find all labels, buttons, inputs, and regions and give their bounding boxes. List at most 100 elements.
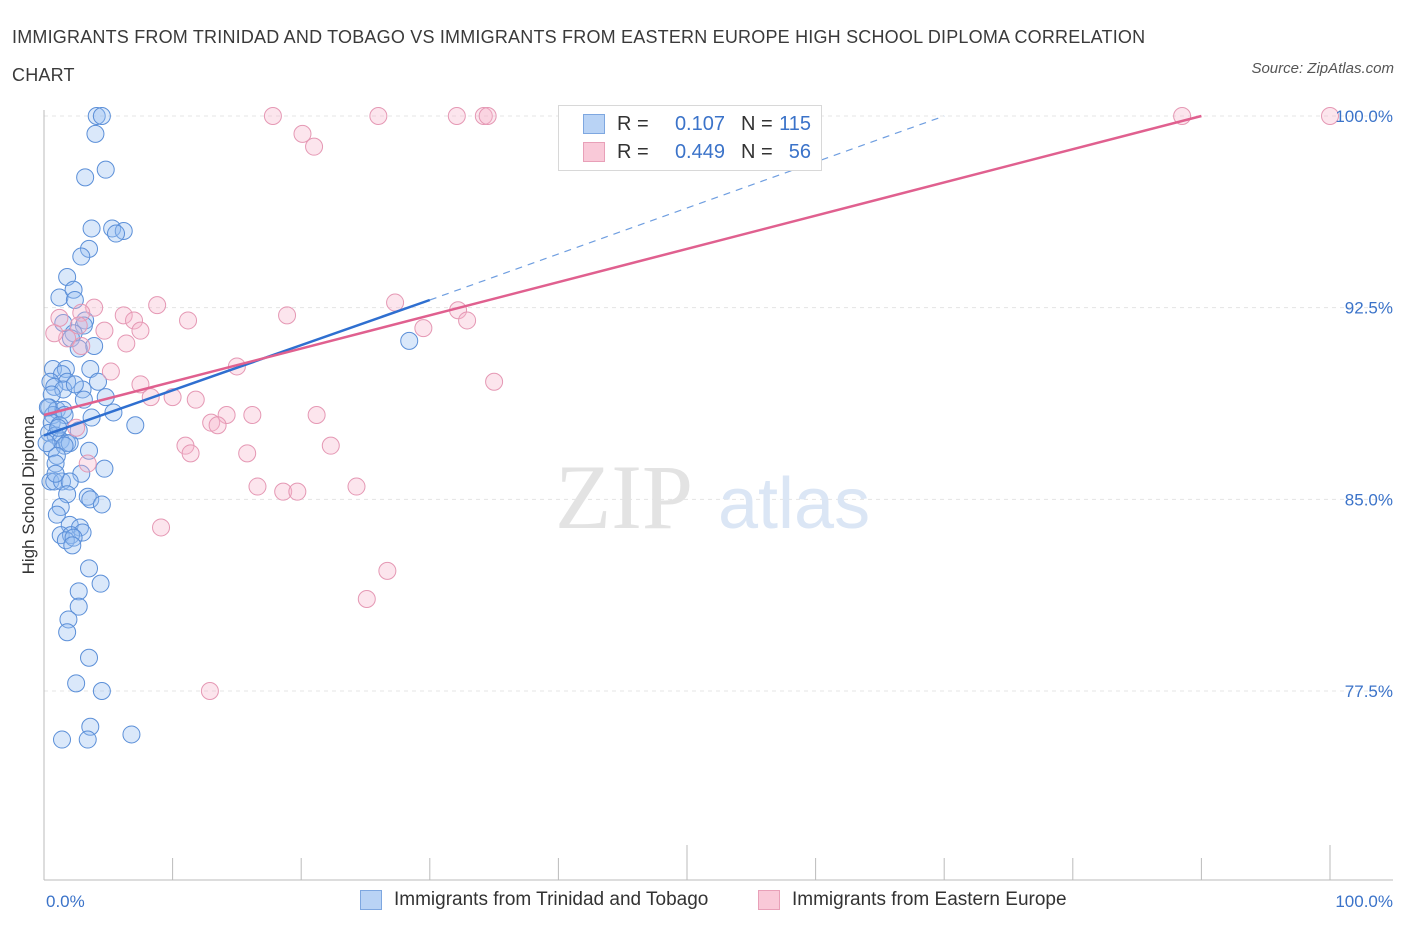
point-eastern-europe [152,518,171,537]
series-eastern-europe-points [45,107,1339,700]
legend-n-label: N = [741,140,773,163]
watermark: ZIP atlas [555,446,870,548]
legend-n-value: 115 [779,112,811,135]
point-eastern-europe [78,454,97,473]
point-trinidad [85,337,104,355]
point-eastern-europe [101,362,120,381]
point-trinidad [69,421,88,440]
point-trinidad [87,107,106,125]
point-trinidad [92,682,111,700]
point-eastern-europe [485,372,504,391]
point-trinidad [46,454,65,473]
point-trinidad [81,490,100,509]
legend-swatch-pink [583,142,605,162]
legend-swatch-blue [583,114,605,134]
point-trinidad [63,536,82,555]
point-trinidad [69,597,88,616]
y-tick-label: 77.5% [1345,682,1393,701]
point-trinidad [80,559,99,578]
point-eastern-europe [307,406,326,424]
series-legend: Immigrants from Trinidad and Tobago Immi… [0,889,1406,917]
point-eastern-europe [274,482,293,501]
point-eastern-europe [217,406,236,424]
legend-r-value: 0.107 [674,112,725,135]
watermark-zip: ZIP [555,446,693,548]
stats-legend: R = 0.107 N = 115 R = 0.449 N = 56 [558,105,822,171]
point-trinidad [82,219,101,238]
point-trinidad [80,441,99,460]
y-tick-label: 100.0% [1335,107,1393,126]
x-tick-label-min: 0.0% [46,892,85,911]
point-eastern-europe [238,444,257,463]
point-eastern-europe [347,477,366,496]
point-eastern-europe [45,324,64,343]
legend-label-trinidad: Immigrants from Trinidad and Tobago [394,889,709,910]
legend-item-eastern-europe: Immigrants from Eastern Europe [758,889,1067,911]
trendline-trinidad-extension [429,115,945,301]
point-eastern-europe [117,334,136,353]
point-trinidad [72,247,91,266]
point-trinidad [92,107,111,125]
legend-r-value: 0.449 [674,140,725,163]
point-trinidad [71,518,90,537]
axes [43,110,1393,881]
point-trinidad [96,160,115,179]
legend-swatch-blue [360,890,382,910]
trendline-trinidad [43,298,431,437]
point-trinidad [122,725,141,744]
point-trinidad [95,459,114,478]
legend-row-trinidad: R = 0.107 N = 115 [583,111,811,137]
point-eastern-europe [131,321,150,340]
point-trinidad [76,168,95,187]
x-tick-label-max: 100.0% [1335,892,1393,911]
point-trinidad [46,464,65,483]
point-eastern-europe [1321,107,1339,125]
point-trinidad [67,674,86,693]
point-trinidad [53,730,72,749]
point-eastern-europe [50,308,69,327]
point-eastern-europe [69,316,88,335]
point-eastern-europe [288,482,307,501]
point-trinidad [89,372,108,391]
point-trinidad [38,398,57,417]
point-trinidad [69,582,88,601]
point-eastern-europe [95,321,114,340]
legend-n-value: 56 [788,140,811,163]
point-trinidad [45,472,64,491]
point-eastern-europe [186,390,205,409]
point-trinidad [107,224,126,243]
point-trinidad [37,434,56,453]
point-eastern-europe [243,406,262,424]
point-eastern-europe [386,293,405,312]
point-eastern-europe [181,444,200,463]
series-trinidad-points [37,107,419,749]
point-trinidad [92,495,111,514]
watermark-atlas: atlas [718,464,870,544]
legend-r-label: R = [617,140,649,163]
legend-n-label: N = [741,112,773,135]
point-eastern-europe [478,107,497,125]
trendlines [43,114,1202,437]
point-eastern-europe [321,436,340,455]
legend-swatch-pink [758,890,780,910]
legend-label-eastern-europe: Immigrants from Eastern Europe [792,889,1067,910]
point-trinidad [47,505,66,524]
grid [44,115,1393,692]
point-trinidad [104,403,123,422]
point-eastern-europe [474,107,493,125]
point-eastern-europe [248,477,267,496]
point-trinidad [64,528,83,547]
point-eastern-europe [179,311,198,330]
point-eastern-europe [148,296,167,315]
legend-row-eastern-europe: R = 0.449 N = 56 [583,139,811,165]
point-trinidad [54,380,73,399]
point-trinidad [50,288,69,307]
legend-item-trinidad: Immigrants from Trinidad and Tobago [360,889,708,911]
y-tick-labels: 77.5% 85.0% 92.5% 100.0% [1335,107,1393,701]
point-eastern-europe [414,319,433,338]
point-eastern-europe [114,306,133,325]
point-trinidad [86,124,105,143]
point-trinidad [126,416,145,435]
y-tick-label: 92.5% [1345,299,1393,318]
point-eastern-europe [278,306,297,325]
